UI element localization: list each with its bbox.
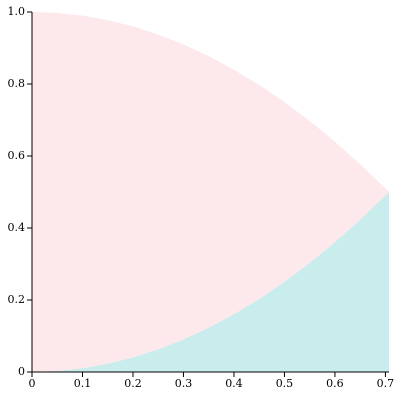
y-tick-label: 0.2 [8,293,26,306]
x-tick-label: 0.7 [377,377,395,390]
x-tick-label: 0.5 [276,377,294,390]
x-tick-label: 0.1 [74,377,92,390]
x-tick-label: 0.4 [225,377,243,390]
y-tick-label: 0.6 [8,149,26,162]
x-tick-label: 0.2 [124,377,142,390]
x-tick-label: 0.3 [175,377,193,390]
area [32,192,389,372]
y-tick-label: 0.4 [8,221,26,234]
x-tick-label: 0.6 [326,377,344,390]
x-tick-label: 0 [29,377,36,390]
y-tick-label: 0 [18,365,25,378]
y-tick-label: 0.8 [8,77,26,90]
y-tick-label: 1.0 [8,5,26,18]
